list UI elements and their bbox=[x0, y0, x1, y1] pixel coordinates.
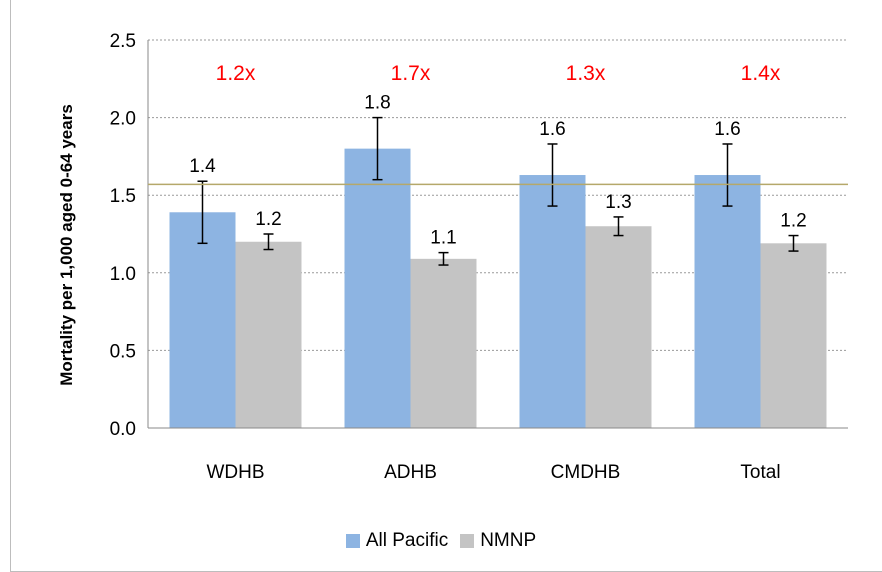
ratio-label: 1.2x bbox=[216, 62, 256, 85]
legend-item-nmnp: NMNP bbox=[460, 530, 536, 552]
bar-all-pacific-total bbox=[694, 175, 761, 428]
y-tick-label: 1.0 bbox=[110, 264, 136, 285]
ratio-label: 1.4x bbox=[741, 62, 781, 85]
y-tick-label: 1.5 bbox=[110, 186, 136, 207]
data-label: 1.1 bbox=[430, 228, 456, 249]
bar-all-pacific-cmdhb bbox=[519, 175, 586, 428]
legend-swatch-nmnp bbox=[460, 534, 475, 548]
data-label: 1.8 bbox=[364, 93, 390, 114]
bar-all-pacific-wdhb bbox=[169, 212, 236, 428]
legend-label-nmnp: NMNP bbox=[480, 530, 537, 551]
x-tick-label: WDHB bbox=[206, 462, 264, 483]
y-tick-label: 0.5 bbox=[110, 341, 136, 362]
legend-swatch-all-pacific bbox=[345, 534, 360, 548]
bar-nmnp-adhb bbox=[410, 258, 477, 428]
data-label: 1.6 bbox=[539, 119, 565, 140]
bar-nmnp-wdhb bbox=[235, 241, 302, 428]
bar-chart: 0.0 0.5 1.0 1.5 2.0 2.5 1.4 1.2 WDHB 1.2x 1.8 1.1 AD… bbox=[57, 31, 848, 483]
data-label: 1.3 bbox=[605, 192, 631, 213]
y-tick-label: 2.0 bbox=[110, 109, 136, 130]
bar-nmnp-cmdhb bbox=[585, 226, 652, 428]
x-tick-label: Total bbox=[740, 462, 780, 483]
x-tick-label: ADHB bbox=[384, 462, 437, 483]
data-label: 1.6 bbox=[714, 119, 740, 140]
ratio-label: 1.7x bbox=[391, 62, 431, 85]
ratio-label: 1.3x bbox=[566, 62, 606, 85]
y-tick-label: 0.0 bbox=[110, 419, 136, 440]
y-axis-label: Mortality per 1,000 aged 0-64 years bbox=[57, 104, 76, 386]
legend-item-all-pacific: All Pacific bbox=[345, 530, 449, 552]
bar-all-pacific-adhb bbox=[344, 148, 411, 428]
legend: All Pacific NMNP bbox=[0, 530, 882, 552]
data-label: 1.2 bbox=[780, 211, 806, 232]
x-tick-label: CMDHB bbox=[551, 462, 621, 483]
data-label: 1.4 bbox=[189, 156, 216, 177]
bar-nmnp-total bbox=[760, 243, 827, 428]
legend-label-all-pacific: All Pacific bbox=[365, 530, 449, 551]
error-bars bbox=[197, 116, 799, 266]
labels: 0.0 0.5 1.0 1.5 2.0 2.5 1.4 1.2 WDHB 1.2x 1.8 1.1 AD… bbox=[110, 31, 807, 483]
axes bbox=[147, 40, 848, 429]
bars bbox=[169, 148, 827, 428]
y-tick-label: 2.5 bbox=[110, 31, 136, 52]
data-label: 1.2 bbox=[255, 209, 281, 230]
